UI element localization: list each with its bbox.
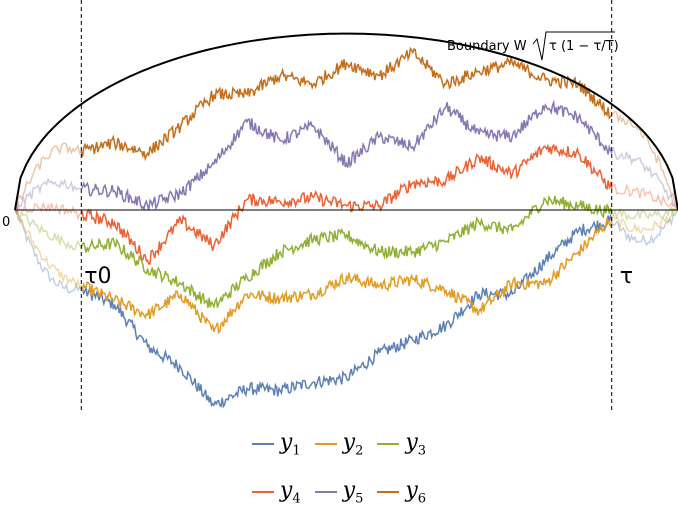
series-y1-line: [80, 213, 613, 409]
series-y4-line: [80, 143, 613, 265]
series-y3-tail-left: [14, 204, 82, 251]
series-y3-line: [80, 194, 613, 309]
series-y6-tail-left: [14, 142, 82, 211]
legend-label-y1: y1: [279, 430, 301, 459]
plot-area: [14, 46, 678, 409]
legend-item-y3: y3: [377, 430, 426, 458]
series-y2-line: [80, 217, 613, 335]
legend-item-y6: y6: [377, 478, 426, 506]
boundary-label: Boundary W: [447, 39, 527, 54]
legend-row-2: y4 y5 y6: [0, 478, 678, 506]
legend-swatch-y3: [377, 443, 400, 446]
legend-swatch-y2: [314, 443, 337, 446]
legend-item-y1: y1: [251, 430, 301, 459]
boundary-formula: τ (1 − τ/T): [549, 39, 619, 54]
boundary-curve: [14, 32, 678, 211]
origin-label: 0: [2, 215, 10, 230]
series-y2-tail-left: [14, 209, 82, 289]
boundary-annotation: Boundary W τ (1 − τ/T): [447, 31, 619, 61]
series-y5-tail-right: [611, 146, 678, 211]
tau-label: τ: [620, 264, 633, 289]
tau0-label: τ0: [84, 264, 111, 289]
series-y5-tail-left: [14, 177, 82, 215]
legend-label-y3: y3: [405, 430, 427, 459]
series-y1-tail-right: [611, 209, 678, 247]
legend-item-y5: y5: [314, 478, 364, 507]
legend-label-y6: y6: [405, 478, 427, 507]
legend-swatch-y1: [251, 443, 274, 446]
legend-label-y2: y2: [342, 430, 364, 459]
series-y5-line: [80, 99, 613, 212]
series-y4-tail-left: [14, 202, 82, 221]
legend-item-y4: y4: [251, 478, 301, 507]
legend-row-1: y1 y2 y3: [0, 430, 678, 458]
legend-swatch-y4: [251, 491, 274, 494]
series-y1-tail-left: [14, 209, 82, 294]
legend-label-y4: y4: [279, 478, 301, 507]
chart-svg: 0 τ0 τ Boundary W τ (1 − τ/T): [2, 0, 678, 412]
series-y6-line: [80, 46, 613, 162]
sqrt-sign: [532, 31, 615, 61]
series-y3-tail-right: [611, 206, 678, 222]
series-y2-tail-right: [611, 207, 678, 234]
legend-swatch-y6: [377, 491, 400, 494]
legend-item-y2: y2: [314, 430, 364, 459]
series-y4-tail-right: [611, 183, 678, 211]
legend-label-y5: y5: [342, 478, 364, 507]
legend-swatch-y5: [314, 491, 337, 494]
